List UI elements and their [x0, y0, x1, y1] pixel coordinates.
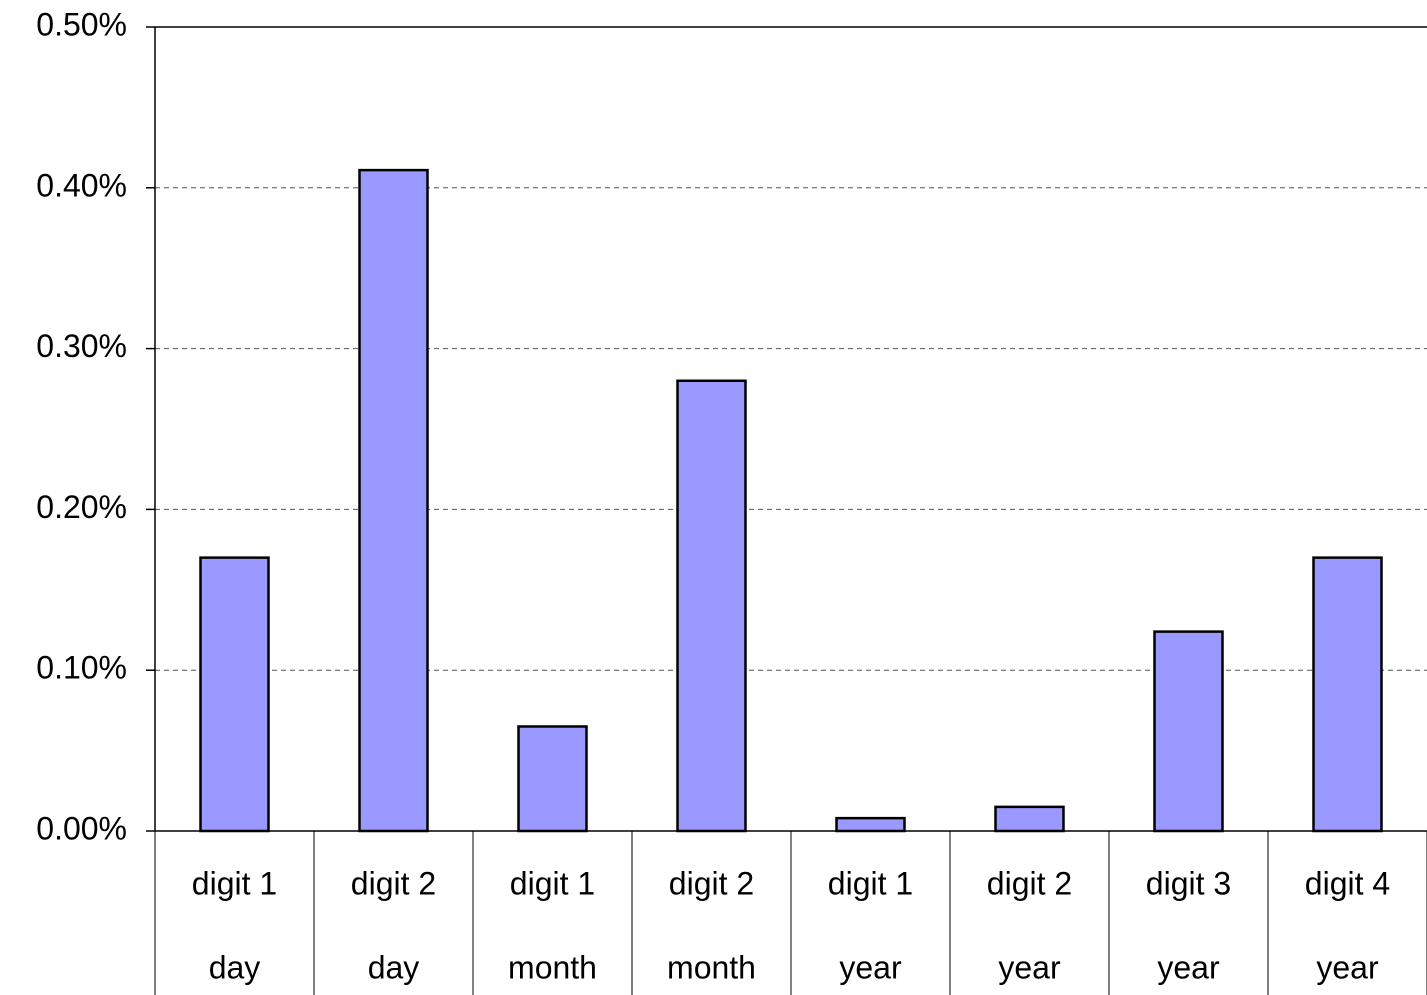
bar [517, 725, 588, 833]
x-tick-label: digit 4 [1305, 865, 1390, 901]
y-tick-label: 0.00% [36, 810, 127, 846]
bar [199, 556, 270, 833]
x-tick-label: digit 1 [828, 865, 913, 901]
bar [1312, 556, 1383, 833]
y-tick-label: 0.50% [36, 6, 127, 42]
x-tick-label: digit 2 [669, 865, 754, 901]
x-group-label: month [667, 949, 756, 985]
x-tick-label: digit 2 [351, 865, 436, 901]
x-group-label: year [839, 949, 902, 985]
y-tick-label: 0.20% [36, 489, 127, 525]
bar [676, 379, 747, 833]
x-tick-label: digit 1 [510, 865, 595, 901]
x-group-label: year [1316, 949, 1379, 985]
y-tick-label: 0.10% [36, 650, 127, 686]
x-group-label: year [998, 949, 1061, 985]
x-tick-label: digit 3 [1146, 865, 1231, 901]
x-tick-label: digit 2 [987, 865, 1072, 901]
bar [1153, 630, 1224, 833]
bar [994, 805, 1065, 833]
x-group-label: day [368, 949, 420, 985]
x-group-label: year [1157, 949, 1220, 985]
x-tick-label: digit 1 [192, 865, 277, 901]
x-group-label: day [209, 949, 261, 985]
bar [835, 816, 906, 833]
y-tick-label: 0.40% [36, 167, 127, 203]
x-group-label: month [508, 949, 597, 985]
y-tick-label: 0.30% [36, 328, 127, 364]
bar [358, 168, 429, 833]
